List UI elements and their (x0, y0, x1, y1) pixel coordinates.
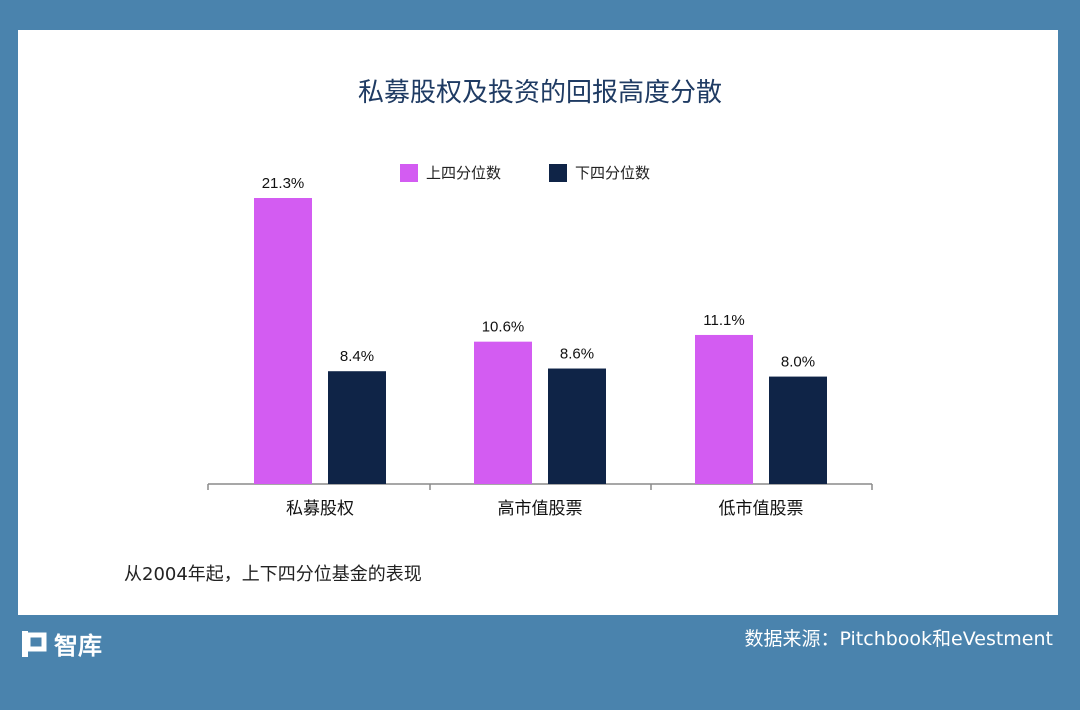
legend-item-lower-quartile: 下四分位数 (549, 162, 650, 183)
bar-upper-quartile-1 (474, 341, 532, 484)
chart-title: 私募股权及投资的回报高度分散 (357, 78, 722, 108)
x-tick-label: 低市值股票 (719, 499, 804, 519)
data-label: 11.1% (703, 312, 744, 329)
data-source: 数据来源：Pitchbook和eVestment (744, 628, 1053, 650)
chart-legend: 上四分位数 下四分位数 (400, 162, 650, 183)
x-tick-label: 私募股权 (286, 499, 354, 519)
brand-logo-text: 智库 (54, 632, 102, 660)
legend-label-upper-quartile: 上四分位数 (426, 164, 502, 182)
data-label: 10.6% (482, 319, 525, 336)
data-label: 8.0% (781, 354, 815, 371)
bar-upper-quartile-0 (254, 198, 312, 484)
logo-icon (22, 630, 47, 657)
bar-upper-quartile-2 (695, 334, 753, 484)
bar-lower-quartile-1 (548, 368, 606, 484)
bar-lower-quartile-0 (328, 371, 386, 484)
legend-swatch-upper-quartile (400, 163, 418, 182)
data-label: 21.3% (262, 175, 305, 192)
legend-item-upper-quartile: 上四分位数 (400, 162, 501, 183)
legend-swatch-lower-quartile (549, 163, 568, 182)
brand-logo: 智库 (20, 626, 102, 661)
legend-label-lower-quartile: 下四分位数 (575, 164, 651, 182)
chart-panel (18, 30, 1058, 615)
x-tick-label: 高市值股票 (498, 499, 583, 519)
data-label: 8.4% (340, 348, 374, 365)
data-label: 8.6% (560, 346, 594, 363)
chart-subtitle: 从2004年起，上下四分位基金的表现 (124, 564, 422, 585)
bar-lower-quartile-2 (769, 376, 827, 484)
